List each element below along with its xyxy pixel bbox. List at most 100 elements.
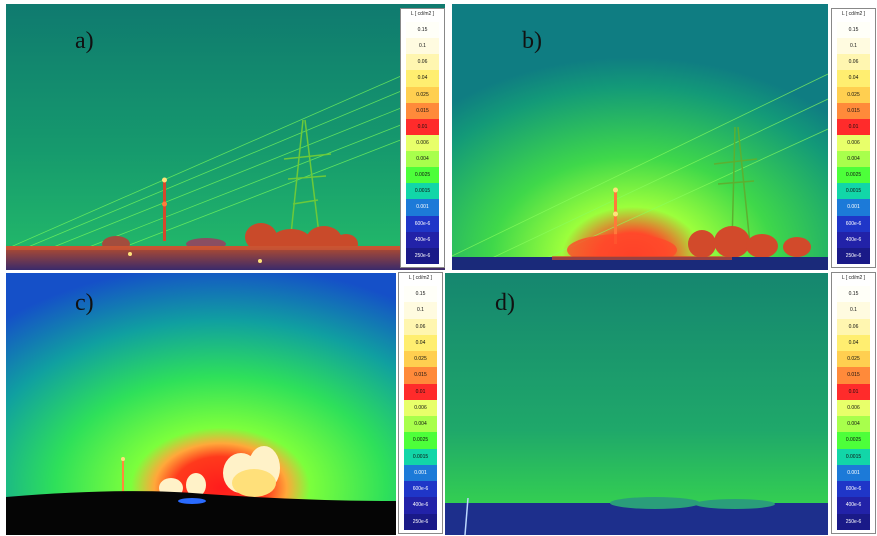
legend-tick-label: 0.006 (847, 139, 860, 146)
legend-tick-label: 250e-6 (412, 518, 429, 525)
color-scale-legend-d: L [ cd/m2 ] 0.15 0.1 0.06 0.04 0.025 0.015 0.0… (831, 272, 876, 534)
legend-tick-label: 0.0025 (845, 437, 862, 444)
legend-tick: 0.025 (404, 351, 437, 368)
legend-tick-label: 0.06 (848, 59, 859, 66)
legend-tick-label: 0.0025 (414, 172, 431, 179)
legend-tick: 0.004 (837, 416, 870, 433)
legend-tick: 0.06 (404, 318, 437, 335)
legend-tick-label: 0.0015 (414, 188, 431, 195)
legend-tick: 0.004 (837, 151, 870, 168)
legend-tick: 0.04 (837, 334, 870, 352)
luminance-image-b (452, 4, 828, 270)
legend-tick-label: 0.15 (417, 27, 428, 33)
legend-tick-label: 0.025 (847, 356, 860, 363)
legend-tick: 0.1 (404, 302, 437, 319)
legend-tick-label: 0.015 (414, 372, 427, 379)
legend-tick: 0.04 (406, 70, 439, 87)
legend-tick: 0.004 (404, 416, 437, 433)
legend-tick-label: 0.006 (416, 139, 429, 146)
legend-tick-label: 0.015 (416, 107, 429, 114)
legend-tick-label: 0.06 (417, 59, 428, 66)
legend-tick-label: 0.004 (847, 156, 860, 163)
legend-tick-label: 0.004 (416, 156, 429, 163)
legend-tick: 0.025 (406, 86, 439, 103)
legend-tick-label: 600e-6 (845, 220, 862, 227)
legend-tick: 400e-6 (837, 231, 870, 248)
legend-tick-label: 0.04 (848, 339, 859, 346)
panel-c: c) (6, 273, 396, 535)
legend-tick: 0.06 (406, 54, 439, 71)
chimney-a (162, 177, 167, 241)
legend-tick: 0.015 (404, 367, 437, 384)
luminance-image-a (6, 4, 445, 270)
legend-tick: 250e-6 (404, 513, 437, 530)
color-scale-legend-b: L [ cd/m2 ] 0.15 0.1 0.06 0.04 0.025 0.015 0.0… (831, 8, 876, 268)
legend-tick-label: 0.04 (848, 75, 859, 82)
legend-tick: 0.0025 (406, 167, 439, 184)
pylon-b (713, 126, 758, 245)
legend-tick-label: 400e-6 (414, 236, 431, 243)
legend-tick-label: 0.15 (848, 291, 859, 297)
legend-tick: 400e-6 (404, 497, 437, 514)
legend-tick: 0.01 (837, 118, 870, 135)
legend-tick: 250e-6 (406, 247, 439, 264)
legend-tick-label: 0.0015 (412, 453, 429, 460)
legend-tick-label: 250e-6 (845, 518, 862, 525)
legend-tick-label: 0.15 (415, 291, 426, 297)
legend-tick-label: 0.004 (847, 421, 860, 428)
legend-tick-label: 0.06 (848, 323, 859, 330)
legend-tick: 0.0015 (837, 448, 870, 465)
legend-tick-label: 0.01 (417, 123, 428, 130)
legend-tick-label: 0.1 (850, 307, 857, 314)
legend-tick: 600e-6 (404, 481, 437, 498)
legend-tick: 0.06 (837, 54, 870, 71)
legend-tick: 0.01 (406, 118, 439, 135)
legend-bar: 0.15 0.1 0.06 0.04 0.025 0.015 0.01 0.006 0.004 0… (837, 286, 870, 530)
legend-bar: 0.15 0.1 0.06 0.04 0.025 0.015 0.01 0.006 0.004 0… (837, 22, 870, 264)
legend-tick: 0.006 (406, 134, 439, 152)
hill-silhouette-c (6, 491, 396, 535)
treeline-d (610, 497, 775, 509)
legend-tick: 0.15 (837, 286, 870, 303)
legend-tick-label: 400e-6 (412, 502, 429, 509)
legend-tick-label: 0.1 (419, 43, 426, 50)
legend-tick: 0.0025 (837, 167, 870, 184)
legend-tick-label: 0.006 (414, 404, 427, 411)
legend-tick-label: 0.01 (848, 388, 859, 395)
trees-b (688, 226, 811, 258)
legend-tick: 0.04 (837, 70, 870, 87)
legend-tick-label: 0.006 (847, 404, 860, 411)
legend-tick-label: 250e-6 (414, 252, 431, 259)
legend-title: L [ cd/m2 ] (841, 11, 866, 17)
legend-tick: 0.015 (406, 102, 439, 119)
legend-tick: 0.15 (406, 22, 439, 39)
legend-tick: 0.006 (837, 399, 870, 417)
legend-tick: 0.001 (406, 199, 439, 216)
legend-tick-label: 600e-6 (412, 486, 429, 493)
legend-tick-label: 0.1 (850, 43, 857, 50)
legend-title: L [ cd/m2 ] (841, 275, 866, 281)
color-scale-legend-c: L [ cd/m2 ] 0.15 0.1 0.06 0.04 0.025 0.015 0.0… (398, 272, 443, 534)
legend-tick: 0.025 (837, 86, 870, 103)
panel-a: a) (6, 4, 445, 270)
legend-tick-label: 0.001 (847, 469, 860, 476)
legend-tick-label: 0.0025 (845, 172, 862, 179)
legend-tick: 400e-6 (837, 497, 870, 514)
legend-tick: 0.025 (837, 351, 870, 368)
legend-bar: 0.15 0.1 0.06 0.04 0.025 0.015 0.01 0.006 0.004 0… (406, 22, 439, 264)
panel-label-d: d) (495, 290, 515, 316)
legend-tick: 0.006 (404, 399, 437, 417)
legend-tick-label: 600e-6 (845, 486, 862, 493)
legend-tick: 0.001 (837, 199, 870, 216)
panel-b: b) (452, 4, 828, 270)
legend-tick: 0.0025 (404, 432, 437, 449)
legend-tick: 0.0015 (404, 448, 437, 465)
cooling-towers-c (159, 446, 280, 498)
legend-tick-label: 0.0015 (845, 453, 862, 460)
legend-tick-label: 0.1 (417, 307, 424, 314)
legend-title: L [ cd/m2 ] (410, 11, 435, 17)
legend-tick-label: 0.004 (414, 421, 427, 428)
legend-tick-label: 250e-6 (845, 252, 862, 259)
legend-tick-label: 0.01 (848, 123, 859, 130)
legend-tick: 0.01 (837, 383, 870, 400)
